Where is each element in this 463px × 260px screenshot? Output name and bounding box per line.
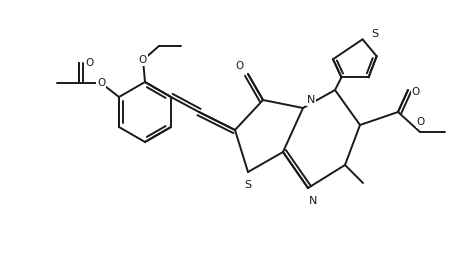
Text: O: O [97,78,105,88]
Text: O: O [416,117,424,127]
Text: O: O [138,55,147,65]
Text: O: O [85,58,93,68]
Text: N: N [308,196,317,206]
Text: N: N [306,95,314,105]
Text: S: S [244,180,251,190]
Text: O: O [235,61,244,71]
Text: S: S [370,29,377,39]
Text: O: O [411,87,419,97]
